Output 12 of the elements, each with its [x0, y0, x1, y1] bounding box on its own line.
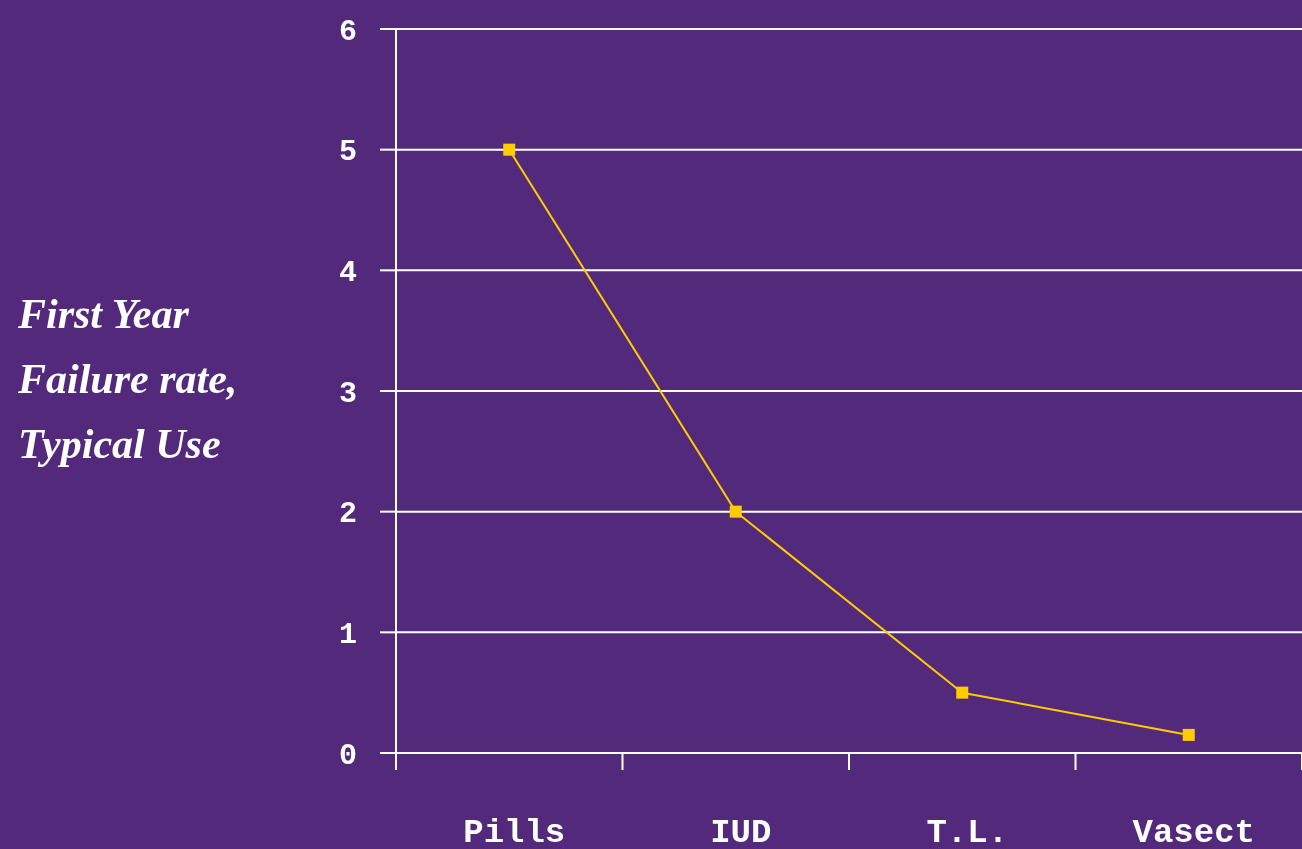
x-tick-label: T.L. [926, 814, 1009, 849]
y-tick-label: 1 [338, 617, 358, 652]
y-tick-label: 3 [338, 376, 358, 411]
y-tick-label: 5 [338, 135, 358, 170]
y-tick-label: 6 [338, 14, 358, 49]
y-axis-title: First Year Failure rate, Typical Use [17, 291, 238, 467]
x-tick-label: Vasect [1132, 814, 1255, 849]
x-tick-label: Pills [463, 814, 566, 849]
y-tick-label: 2 [338, 497, 358, 532]
y-tick-label: 0 [338, 738, 358, 773]
y-tick-label: 4 [338, 255, 358, 290]
x-tick-label: IUD [710, 814, 772, 849]
